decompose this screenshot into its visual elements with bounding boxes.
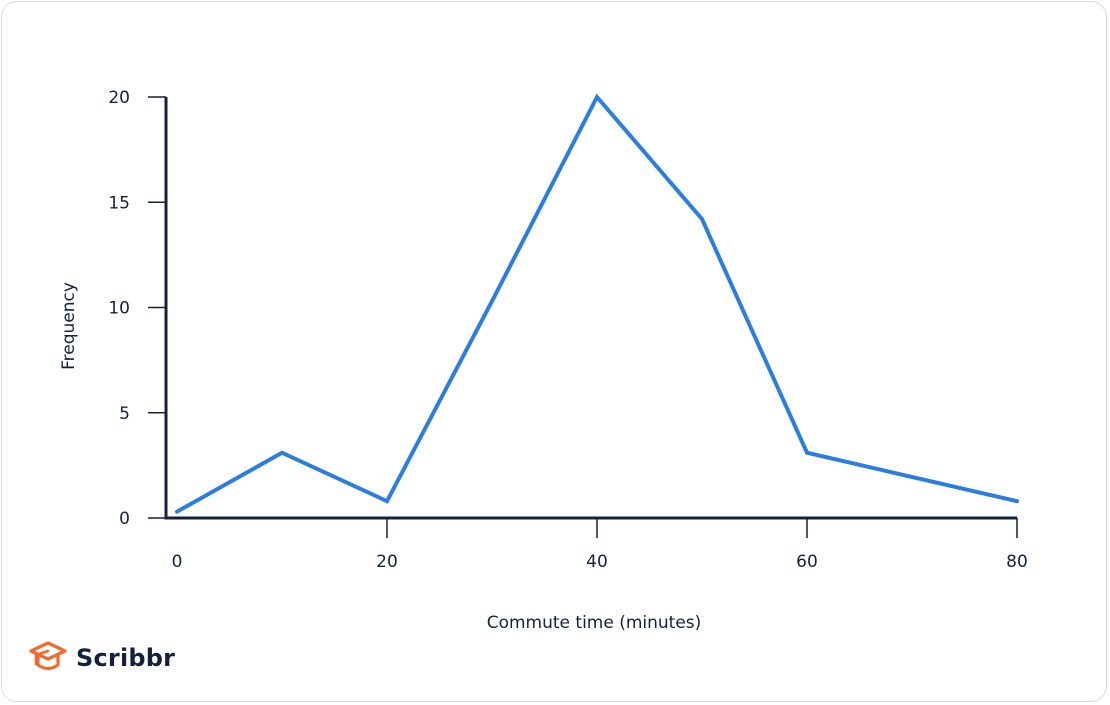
y-tick-label: 20 <box>108 88 130 108</box>
y-tick-label: 15 <box>108 193 130 213</box>
x-tick-label: 60 <box>796 552 818 572</box>
brand-name: Scribbr <box>76 644 176 672</box>
x-ticks: 0 20 40 60 80 <box>172 518 1028 572</box>
brand-logo: Scribbr <box>28 640 175 676</box>
x-tick-label: 0 <box>172 552 183 572</box>
x-tick-label: 20 <box>376 552 398 572</box>
y-tick-label: 10 <box>108 299 130 319</box>
y-tick-label: 5 <box>119 404 130 424</box>
series-line <box>175 93 1019 514</box>
y-ticks: 0 5 10 15 20 <box>108 88 166 529</box>
y-tick-label: 0 <box>119 509 130 529</box>
x-tick-label: 80 <box>1006 552 1028 572</box>
y-axis-title: Frequency <box>59 282 79 370</box>
x-axis-title: Commute time (minutes) <box>487 613 702 633</box>
graduation-cap-icon <box>29 641 67 671</box>
x-tick-label: 40 <box>586 552 608 572</box>
series-group <box>175 93 1019 514</box>
